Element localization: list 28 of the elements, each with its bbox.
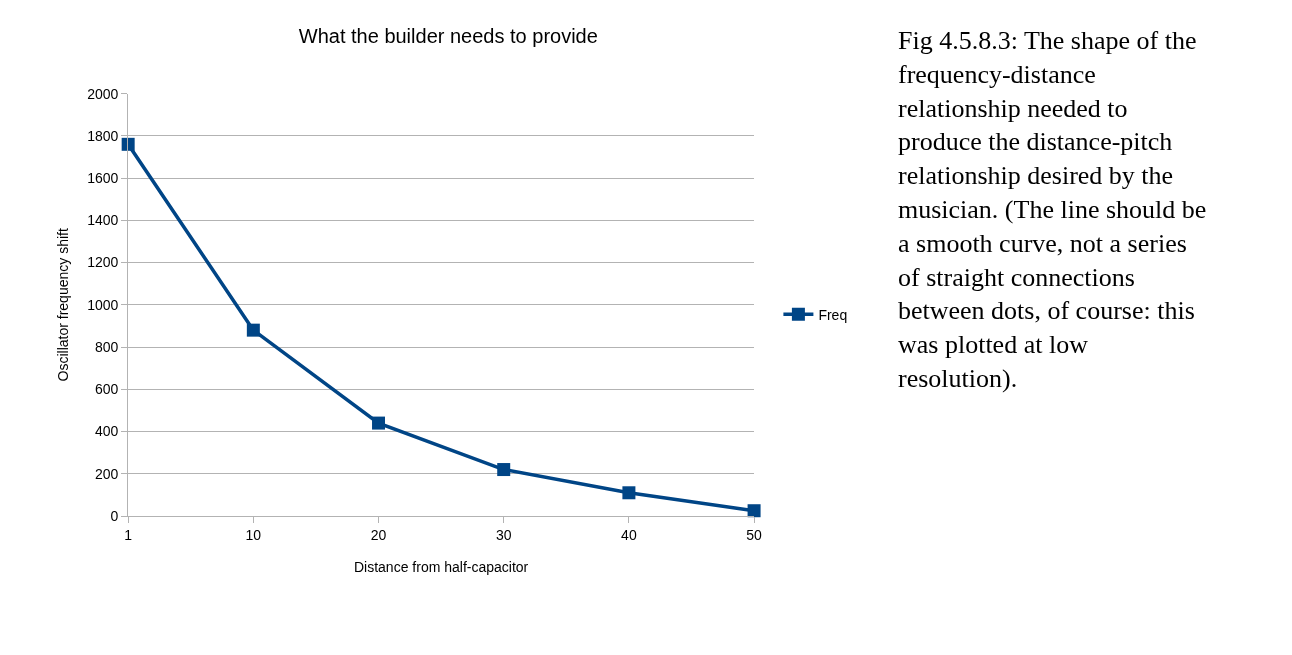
point (747, 504, 761, 518)
x-tick-label: 50 (746, 526, 763, 543)
point (372, 416, 386, 430)
x-tick-label: 40 (621, 526, 637, 543)
y-axis-title: Oscillator frequency shift (54, 228, 71, 382)
chart-title: What the builder needs to provide (298, 25, 598, 48)
y-tick-label: 1400 (87, 212, 119, 229)
point (121, 137, 135, 151)
y-tick-label: 800 (95, 338, 119, 355)
y-tick-label: 200 (95, 465, 119, 482)
point (622, 486, 636, 500)
y-tick-label: 1800 (87, 127, 119, 144)
y-tick-label: 1000 (87, 296, 119, 313)
y-tick-label: 0 (110, 507, 119, 524)
text: Fig 4.5.8.3: The shape of the frequency-distance relationship needed to produce the distance-pitch relationship desired by the musician. (The line should be a smooth curve, not a series of straight connections between dots, of course: this was plotted at low resolution). (898, 26, 1207, 393)
y-tick-label: 400 (95, 423, 119, 440)
x-tick-label: 30 (495, 526, 512, 543)
x-axis-title: Distance from half-capacitor (353, 559, 529, 576)
x-tick-label: 20 (370, 526, 387, 543)
x-tick-label: 1 (124, 526, 133, 543)
point (246, 323, 260, 337)
y-tick-label: 2000 (87, 85, 119, 102)
y-tick-label: 600 (95, 381, 119, 398)
y-tick-label: 1200 (87, 254, 119, 271)
point (497, 463, 511, 477)
legend-label: Freq (818, 306, 848, 323)
y-tick-label: 1600 (87, 170, 119, 187)
x-tick-label: 10 (245, 526, 262, 543)
